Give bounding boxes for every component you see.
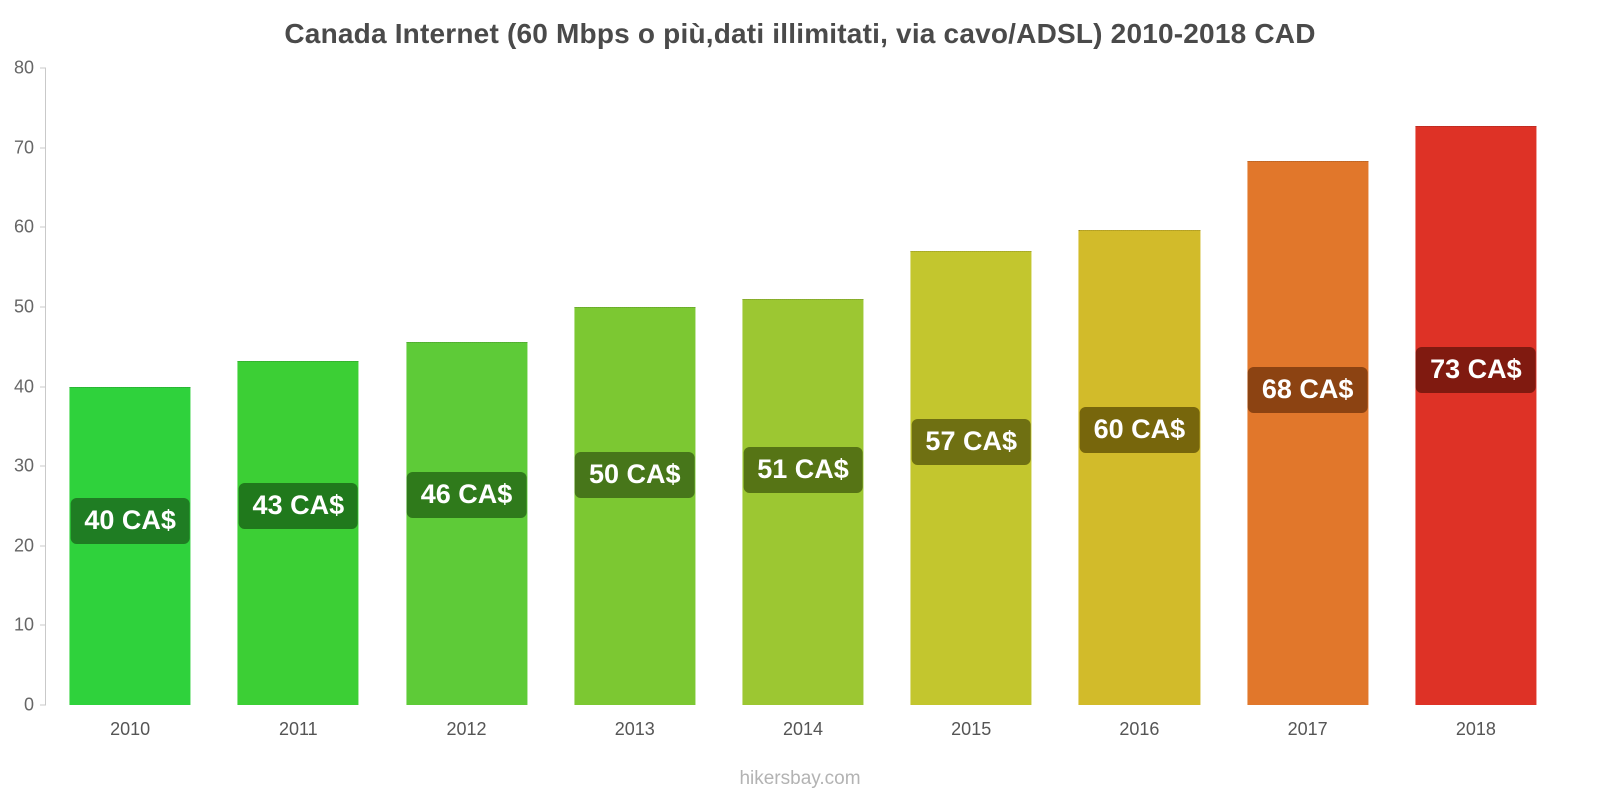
x-axis-label-2016: 2016: [1119, 719, 1160, 739]
y-axis-tick-mark: [40, 624, 46, 626]
bar-slot-2012: 46 CA$: [382, 68, 550, 705]
x-axis-label-2015: 2015: [951, 719, 992, 739]
bar-value-label-2012: 46 CA$: [406, 472, 527, 518]
bar-value-label-2018: 73 CA$: [1416, 346, 1536, 393]
bar-slot-2013: 50 CA$: [551, 68, 719, 705]
bar-2015[interactable]: 57 CA$: [910, 251, 1032, 705]
bar-2018[interactable]: 73 CA$: [1415, 126, 1537, 705]
y-axis-tick-mark: [40, 704, 46, 706]
bar-slot-2010: 40 CA$: [46, 68, 214, 705]
chart-title: Canada Internet (60 Mbps o più,dati illi…: [284, 18, 1316, 49]
y-axis-tick-mark: [40, 386, 46, 387]
x-axis-label-2012: 2012: [446, 719, 487, 739]
bar-2010[interactable]: 40 CA$: [69, 386, 191, 705]
bar-slot-2015: 57 CA$: [887, 68, 1055, 705]
bar-slot-2017: 68 CA$: [1224, 68, 1392, 705]
x-axis-label-2011: 2011: [278, 719, 318, 739]
y-axis-tick-label: 60: [13, 216, 34, 237]
y-axis-tick-mark: [40, 226, 46, 228]
bar-slot-2014: 51 CA$: [719, 68, 887, 705]
bar-value-label-2015: 57 CA$: [911, 419, 1031, 466]
y-axis-tick-mark: [40, 147, 46, 149]
bar-2017[interactable]: 68 CA$: [1247, 161, 1369, 705]
y-axis-tick-mark: [40, 67, 46, 69]
x-axis: 2010 2011 2012 2013 2014 2015 2016 2017 2018: [46, 705, 1560, 740]
y-axis-tick-label: 70: [13, 137, 34, 158]
x-axis-label-2013: 2013: [614, 719, 655, 739]
y-axis-tick-mark: [40, 465, 46, 467]
y-axis-tick-mark: [40, 306, 46, 308]
x-axis-label-2014: 2014: [782, 719, 823, 739]
bar-value-label-2014: 51 CA$: [743, 447, 863, 494]
y-axis: 0 10 20 30 40 50 60 70 80: [14, 58, 1560, 715]
bar-2011[interactable]: 43 CA$: [237, 361, 359, 705]
bar-value-label-2017: 68 CA$: [1247, 367, 1368, 414]
y-axis-tick-mark: [40, 545, 46, 547]
bar-value-label-2013: 50 CA$: [574, 451, 695, 498]
y-axis-tick-label: 20: [13, 535, 34, 556]
bar-value-label-2011: 43 CA$: [238, 483, 359, 530]
bar-slot-2011: 43 CA$: [214, 68, 382, 705]
y-axis-tick-label: 0: [23, 694, 34, 715]
y-axis-tick-label: 40: [13, 376, 34, 396]
bar-2016[interactable]: 60 CA$: [1078, 229, 1200, 705]
x-axis-label-2018: 2018: [1455, 719, 1496, 739]
bar-value-label-2010: 40 CA$: [70, 497, 190, 544]
y-axis-tick-label: 80: [13, 57, 34, 78]
y-axis-tick-label: 50: [13, 296, 34, 317]
y-axis-tick-label: 30: [13, 455, 34, 476]
bar-2013[interactable]: 50 CA$: [574, 306, 696, 705]
watermark: hikersbay.com: [739, 768, 861, 789]
bar-2012[interactable]: 46 CA$: [405, 341, 528, 705]
bars-container: 40 CA$ 43 CA$ 46 CA$ 50 CA$ 51 CA$ 57 CA$ 60 C…: [46, 68, 1560, 705]
plot-area: 0 10 20 30 40 50 60 70 80 40 CA$ 43 CA$ 46 CA$ 50 C…: [14, 58, 1560, 739]
bar-slot-2016: 60 CA$: [1055, 68, 1223, 705]
x-axis-label-2017: 2017: [1287, 719, 1328, 739]
bar-slot-2018: 73 CA$: [1392, 68, 1560, 705]
bar-value-label-2016: 60 CA$: [1079, 406, 1200, 453]
x-axis-label-2010: 2010: [110, 719, 151, 739]
bar-2014[interactable]: 51 CA$: [742, 298, 864, 705]
y-axis-tick-label: 10: [13, 614, 34, 635]
